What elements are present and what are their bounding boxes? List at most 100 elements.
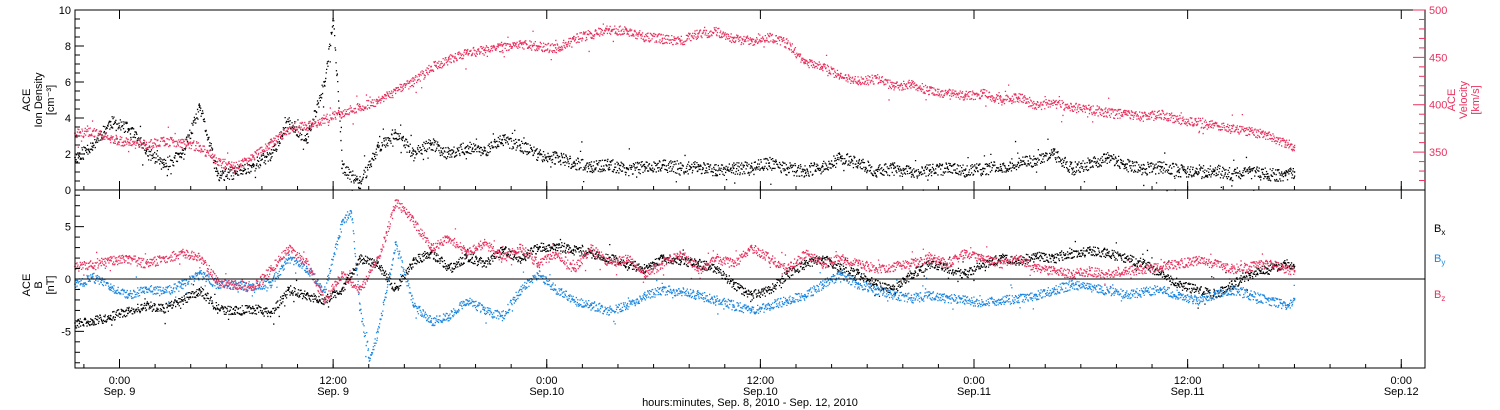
panel1-frame: [74, 9, 1426, 191]
bz-series-point-45: [857, 262, 860, 265]
velocity-series-point-8: [216, 160, 219, 163]
bx-series-point-1: [91, 320, 94, 322]
bx-series-point-17: [376, 262, 379, 265]
bz-series-point-7: [198, 255, 201, 257]
b-axis-label-line-0: ACE: [21, 274, 33, 297]
velocity-series-point-61: [1160, 113, 1162, 116]
bx-series-point-5: [163, 307, 165, 310]
panel2-marks: [74, 199, 1296, 362]
bx-series-point-19: [412, 259, 415, 262]
velocity-series-point-40: [786, 42, 788, 45]
density-series-point-59: [1106, 156, 1109, 159]
velocity-series-point-65: [1231, 127, 1233, 130]
velocity-series: [75, 23, 1296, 177]
by-series: [75, 210, 1296, 362]
density-series-point-35: [679, 167, 682, 170]
velocity-series-point-59: [1124, 113, 1127, 116]
bz-series-point-63: [1177, 262, 1180, 265]
density-series-point-28: [554, 156, 557, 159]
density-series-point-62: [1160, 165, 1162, 168]
bx-series-point-21: [447, 267, 450, 270]
bx-series-point-68: [1284, 262, 1287, 265]
by-series-point-11: [269, 281, 272, 283]
density-series-point-39: [750, 165, 753, 168]
velocity-series-point-21: [447, 58, 450, 61]
by-series-point-28: [537, 272, 539, 275]
bx-series-point-2: [109, 314, 112, 317]
bx-series-point-37: [732, 283, 735, 286]
bx-series-point-47: [910, 272, 913, 275]
velocity-series-point-30: [608, 28, 610, 30]
b-tick-label: 5: [65, 222, 71, 234]
density-series-point-17: [358, 181, 361, 184]
by-series-point-67: [1231, 288, 1233, 291]
velocity-series-point-14: [323, 118, 326, 120]
density-series-point-19: [394, 131, 397, 134]
bx-series-point-38: [750, 293, 753, 296]
bz-series-point-49: [928, 257, 931, 259]
density-series-point-33: [643, 165, 646, 168]
density-series-point-1: [91, 142, 94, 145]
bx-series-point-55: [1053, 257, 1055, 259]
bx-series-point-4: [145, 304, 148, 307]
density-series-point-67: [1249, 171, 1251, 173]
bx-series-point-23: [483, 262, 486, 265]
by-series-point-15: [341, 220, 343, 223]
velocity-series-point-41: [804, 61, 806, 63]
density-series-point-38: [732, 167, 735, 170]
x-tick-date-label-6: Sep.12: [1384, 386, 1419, 398]
density-series-point-60: [1124, 163, 1127, 166]
by-series-point-39: [732, 304, 735, 307]
x-tick-time-label-5: 12:00: [1174, 375, 1202, 387]
bx-series-point-57: [1088, 248, 1091, 251]
legend-entry-bz: Bz: [1434, 289, 1445, 303]
density-series-point-65: [1213, 169, 1216, 172]
bz-series-point-55: [1035, 267, 1038, 270]
by-series-point-54: [999, 299, 1002, 301]
density-series-point-57: [1071, 167, 1073, 170]
density-series-point-14: [323, 81, 326, 83]
bz-series-point-52: [982, 257, 984, 259]
velocity-series-point-28: [572, 37, 575, 40]
bx-series-point-13: [305, 293, 308, 296]
by-series-point-47: [875, 288, 877, 291]
by-series-point-38: [715, 299, 717, 301]
bz-series-point-6: [180, 251, 183, 254]
density-axis-label-line-0: ACE: [21, 89, 33, 112]
by-series-point-4: [145, 286, 148, 289]
bx-series-point-18: [394, 288, 397, 291]
bz-series-point-1: [91, 262, 94, 265]
density-series-point-44: [839, 156, 842, 159]
by-series-point-60: [1106, 288, 1109, 291]
by-series-point-33: [626, 304, 628, 307]
density-series-point-58: [1088, 162, 1091, 164]
bz-series-point-50: [946, 262, 949, 265]
bz-series-point-62: [1160, 265, 1162, 268]
bz-series-point-48: [910, 262, 913, 265]
by-series-point-59: [1088, 286, 1091, 289]
bx-series-point-56: [1071, 251, 1073, 254]
by-series-point-48: [893, 293, 895, 296]
by-series-point-8: [216, 283, 219, 286]
velocity-series-point-48: [928, 89, 931, 92]
bx-series-point-16: [358, 257, 361, 259]
velocity-series-point-19: [412, 80, 415, 82]
velocity-series-point-55: [1053, 101, 1055, 104]
by-series-point-16: [350, 210, 352, 212]
by-series-point-22: [430, 320, 432, 322]
bz-series-point-53: [999, 262, 1002, 265]
bz-series-point-43: [821, 262, 824, 265]
by-series-point-17: [358, 309, 361, 312]
by-series-point-1: [91, 276, 94, 278]
x-tick-date-label-0: Sep. 9: [104, 386, 136, 398]
velocity-series-point-43: [839, 75, 842, 78]
by-series-point-3: [127, 293, 130, 296]
by-series-point-50: [928, 293, 931, 296]
by-series-point-40: [750, 309, 753, 312]
bx-series-point-31: [626, 262, 628, 265]
velocity-series-point-20: [430, 65, 432, 68]
by-series-point-44: [821, 283, 824, 286]
by-series-point-63: [1160, 288, 1162, 291]
density-series-point-27: [537, 153, 539, 155]
density-series-point-51: [964, 169, 966, 172]
